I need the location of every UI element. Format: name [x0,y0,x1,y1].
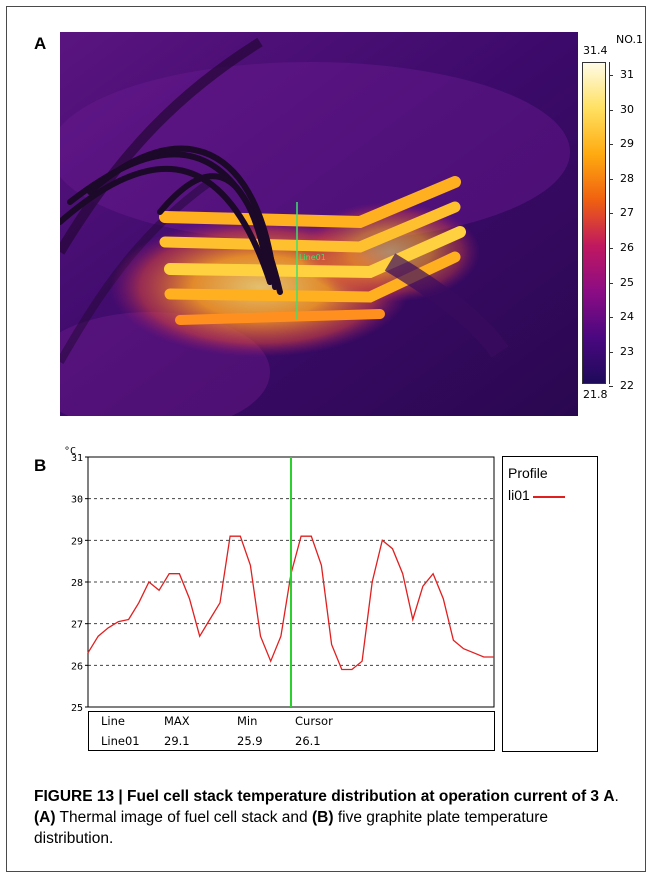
colorbar-tick-mark [609,178,613,180]
y-tick-labels: 31 30 29 28 27 26 25 [71,453,88,714]
y-tick-label: 30 [71,495,83,506]
thermal-image: Line01 [60,32,578,416]
caption-text-1: . [614,788,619,805]
colorbar-tick-label: 23 [620,344,634,358]
stats-header-line: Line [101,714,125,728]
caption-text-2: Thermal image of fuel cell stack and [55,809,312,826]
y-tick-label: 25 [71,703,83,714]
colorbar-tick-label: 26 [620,241,634,254]
colorbar-tick-label: 22 [620,379,634,393]
colorbar-tick-label: 25 [620,275,634,289]
stats-value-max: 29.1 [164,734,190,748]
colorbar-tick-mark [609,351,613,353]
stats-header-cursor: Cursor [295,714,333,728]
stats-header-min: Min [237,714,258,728]
colorbar-tick-mark [609,317,613,319]
panel-a-letter: A [34,34,47,53]
figure-caption: FIGURE 13 | Fuel cell stack temperature … [34,786,624,849]
thermal-image-canvas: Line01 [60,32,578,416]
colorbar-tick-mark [609,282,613,284]
colorbar-tick-label: 30 [620,102,634,116]
stats-value-min: 25.9 [237,734,263,748]
colorbar-tick-label: 27 [620,206,634,220]
colorbar-tick-mark [609,248,613,249]
colorbar-axis [609,62,610,384]
y-tick-label: 27 [71,620,83,631]
legend-box: Profile li01 [502,456,598,752]
colorbar-max-label: 31.4 [583,44,608,57]
stats-box: Line MAX Min Cursor Line01 29.1 25.9 26.… [88,711,495,751]
y-tick-label: 31 [71,453,83,464]
colorbar-tick-mark [609,109,613,111]
panel-b-letter: B [34,456,47,475]
colorbar-tick-mark [609,75,613,76]
colorbar-gradient [582,62,606,384]
y-tick-label: 29 [71,536,83,547]
y-unit-label: °C [64,446,76,457]
colorbar-id-label: NO.1 [616,33,643,46]
colorbar-tick-mark [609,144,613,146]
legend-series-label: li01 [508,487,530,503]
y-tick-label: 28 [71,578,83,589]
colorbar-tick-mark [609,213,613,215]
figure-frame [6,6,646,872]
profile-chart-svg: °C 31 30 29 28 27 26 25 [64,446,495,714]
colorbar-tick-label: 31 [620,68,634,81]
colorbar-tick-label: 29 [620,137,634,151]
colorbar-tick-label: 24 [620,310,634,324]
caption-text-3: five graphite plate temperature distribu… [34,809,549,847]
colorbar-min-label: 21.8 [583,388,608,401]
line-marker-label: Line01 [299,253,326,262]
legend-title: Profile [508,465,548,481]
y-tick-label: 26 [71,661,83,672]
caption-ref-a: (A) [34,809,56,826]
colorbar-tick-label: 28 [620,171,634,185]
legend-series-swatch [533,496,565,498]
colorbar-tick-mark [609,386,613,388]
caption-ref-b: (B) [311,809,334,826]
caption-title: FIGURE 13 | Fuel cell stack temperature … [34,788,615,805]
stats-value-cursor: 26.1 [295,734,321,748]
stats-header-max: MAX [164,714,190,728]
stats-value-line: Line01 [101,734,140,748]
